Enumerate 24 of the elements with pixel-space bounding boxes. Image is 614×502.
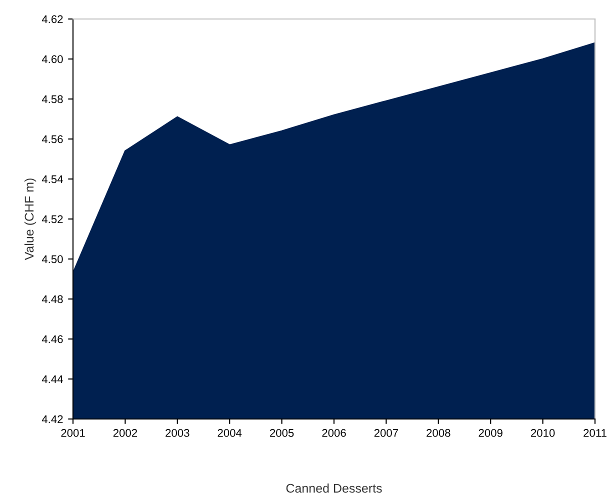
x-tick-label: 2007: [374, 429, 398, 437]
x-tick-label: 2008: [426, 429, 450, 437]
y-tick-label: 4.52: [42, 215, 63, 224]
y-tick-label: 4.56: [42, 135, 63, 144]
y-tick-label: 4.42: [42, 415, 63, 424]
x-tick-label: 2003: [166, 429, 190, 437]
x-axis-title: Canned Desserts: [286, 484, 382, 493]
y-tick-label: 4.60: [42, 55, 63, 64]
y-axis-title: Value (CHF m): [24, 178, 36, 260]
x-tick-label: 2006: [322, 429, 346, 437]
x-tick-label: 2001: [61, 429, 85, 437]
x-tick-label: 2009: [478, 429, 502, 437]
x-tick-label: 2002: [113, 429, 137, 437]
y-tick-label: 4.62: [42, 15, 63, 24]
x-tick-label: 2010: [531, 429, 555, 437]
x-tick-label: 2004: [218, 429, 242, 437]
y-tick-label: 4.58: [42, 95, 63, 104]
y-tick-label: 4.54: [42, 175, 63, 184]
y-tick-label: 4.44: [42, 375, 63, 384]
x-tick-label: 2011: [584, 429, 606, 437]
x-tick-label: 2005: [270, 429, 294, 437]
y-tick-label: 4.46: [42, 335, 63, 344]
y-tick-label: 4.48: [42, 295, 63, 304]
y-tick-label: 4.50: [42, 255, 63, 264]
